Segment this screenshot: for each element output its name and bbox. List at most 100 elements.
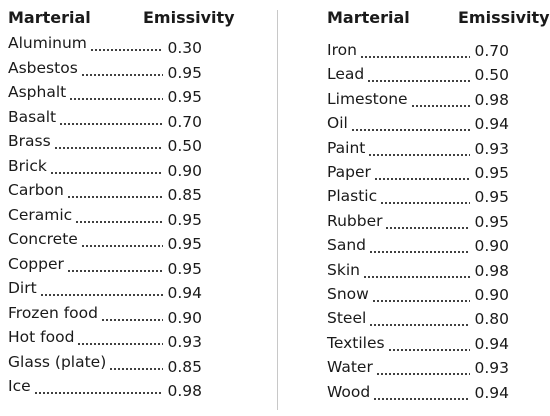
emissivity-value: 0.70 (474, 42, 509, 60)
material-name: Frozen food (8, 303, 98, 322)
material-name: Copper (8, 254, 64, 273)
right-table-row: Water 0.93 (327, 358, 509, 382)
emissivity-value: 0.94 (474, 334, 509, 353)
emissivity-value: 0.90 (474, 286, 509, 304)
emissivity-value: 0.95 (167, 235, 202, 253)
left-table-row: Asphalt 0.95 (8, 83, 202, 107)
material-name: Paper (327, 163, 371, 181)
dot-leader (385, 215, 471, 230)
left-column-emissivity-header: Emissivity (143, 8, 235, 27)
material-name: Brick (8, 156, 47, 175)
material-name: Water (327, 358, 373, 377)
emissivity-value: 0.93 (474, 359, 509, 378)
right-table-row: Lead 0.50 (327, 65, 509, 89)
material-name: Glass (plate) (8, 352, 107, 371)
material-name: Concrete (8, 230, 78, 248)
left-table-row: Hot food 0.93 (8, 328, 202, 352)
right-table-row: Limestone 0.98 (327, 90, 509, 114)
dot-leader (33, 381, 164, 395)
left-table-row: Concrete 0.95 (8, 230, 202, 254)
material-name: Asphalt (8, 83, 67, 101)
left-table-row: Dirt 0.94 (8, 279, 202, 303)
column-divider (277, 10, 278, 410)
right-table-row: Paint 0.93 (327, 139, 509, 163)
dot-leader (371, 289, 471, 303)
right-table-row: Iron 0.70 (327, 41, 509, 65)
dot-leader (367, 69, 471, 84)
dot-leader (59, 111, 164, 126)
right-table-row: Plastic 0.95 (327, 187, 509, 211)
right-table-row: Skin 0.98 (327, 261, 509, 285)
left-table-row: Basalt 0.70 (8, 108, 202, 132)
material-name: Snow (327, 285, 369, 303)
emissivity-value: 0.90 (167, 161, 202, 180)
right-table-row: Sand 0.90 (327, 236, 509, 260)
emissivity-value: 0.94 (167, 284, 202, 302)
material-name: Paint (327, 138, 366, 157)
emissivity-value: 0.95 (167, 88, 202, 106)
emissivity-value: 0.30 (167, 39, 202, 57)
dot-leader (350, 118, 471, 133)
left-table-row: Ice 0.98 (8, 377, 202, 401)
material-name: Basalt (8, 107, 57, 126)
emissivity-value: 0.93 (167, 333, 202, 351)
right-table-row: Rubber 0.95 (327, 212, 509, 236)
material-name: Skin (327, 260, 360, 279)
material-name: Steel (327, 309, 367, 328)
dot-leader (75, 209, 164, 224)
left-table-row: Frozen food 0.90 (8, 304, 202, 328)
material-name: Asbestos (8, 58, 78, 77)
dot-leader (89, 38, 164, 52)
left-table-row: Asbestos 0.95 (8, 59, 202, 83)
material-name: Brass (8, 132, 51, 150)
right-table-row: Oil 0.94 (327, 114, 509, 138)
emissivity-value: 0.50 (167, 137, 202, 155)
dot-leader (373, 386, 471, 401)
left-table-row: Brass 0.50 (8, 132, 202, 156)
dot-leader (101, 307, 164, 322)
material-name: Sand (327, 236, 366, 255)
emissivity-value: 0.90 (167, 308, 202, 327)
material-name: Iron (327, 41, 357, 59)
dot-leader (369, 240, 471, 255)
material-name: Rubber (327, 211, 383, 230)
material-name: Lead (327, 65, 365, 84)
right-table-row: Snow 0.90 (327, 285, 509, 309)
dot-leader (410, 93, 471, 108)
emissivity-value: 0.98 (474, 261, 509, 280)
material-name: Hot food (8, 328, 75, 346)
emissivity-value: 0.95 (474, 164, 509, 182)
emissivity-value: 0.94 (474, 115, 509, 134)
emissivity-value: 0.95 (474, 188, 509, 207)
dot-leader (66, 185, 164, 199)
material-name: Dirt (8, 279, 37, 297)
emissivity-value: 0.95 (474, 212, 509, 231)
emissivity-value: 0.95 (167, 210, 202, 229)
left-table-row: Brick 0.90 (8, 157, 202, 181)
left-table-row: Glass (plate) 0.85 (8, 353, 202, 377)
dot-leader (359, 45, 471, 59)
material-name: Aluminum (8, 34, 87, 52)
dot-leader (380, 191, 471, 206)
emissivity-value: 0.95 (167, 259, 202, 278)
right-table-row: Steel 0.80 (327, 309, 509, 333)
left-column-material-header: Marterial (8, 8, 91, 27)
dot-leader (49, 160, 164, 175)
material-name: Wood (327, 382, 371, 401)
dot-leader (53, 136, 164, 150)
material-name: Ice (8, 377, 31, 395)
dot-leader (375, 362, 471, 377)
emissivity-value: 0.93 (474, 139, 509, 158)
dot-leader (80, 234, 164, 248)
dot-leader (362, 264, 471, 279)
material-name: Oil (327, 114, 348, 133)
emissivity-value: 0.85 (167, 357, 202, 376)
right-table-row: Paper 0.95 (327, 163, 509, 187)
emissivity-value: 0.80 (474, 310, 509, 329)
left-table-row: Aluminum 0.30 (8, 34, 202, 58)
emissivity-value: 0.98 (167, 382, 202, 400)
dot-leader (39, 283, 164, 297)
emissivity-value: 0.85 (167, 186, 202, 204)
dot-leader (66, 258, 164, 273)
material-name: Carbon (8, 181, 64, 199)
